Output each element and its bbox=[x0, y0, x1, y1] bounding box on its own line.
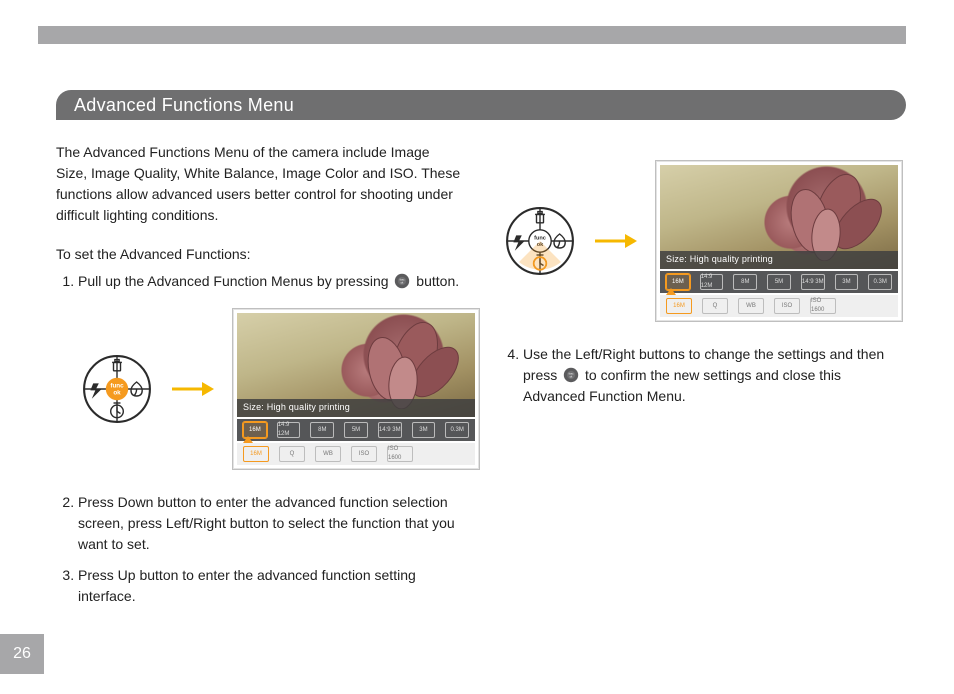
controller-dial-icon: func ok bbox=[505, 206, 575, 276]
header-bar bbox=[38, 26, 906, 44]
function-row: 16M Q WB ISO ISO 1600 bbox=[237, 443, 475, 465]
size-chip: 5M bbox=[344, 422, 368, 438]
size-chip: 3M bbox=[835, 274, 859, 290]
arrow-right-icon bbox=[593, 232, 637, 250]
size-chip: 0.3M bbox=[868, 274, 892, 290]
size-label-text: Size: High quality printing bbox=[243, 401, 350, 415]
steps-list-cont: Press Down button to enter the advanced … bbox=[56, 492, 461, 607]
func-chip: Q bbox=[702, 298, 728, 314]
func-ok-icon: funcok bbox=[394, 273, 410, 289]
right-column: func ok bbox=[501, 134, 906, 634]
size-chip: 14:9 3M bbox=[801, 274, 825, 290]
section-title: Advanced Functions Menu bbox=[74, 95, 294, 116]
steps-list: Pull up the Advanced Function Menus by p… bbox=[56, 271, 461, 292]
page-number-tab: 26 bbox=[0, 634, 44, 674]
steps-list-right: Use the Left/Right buttons to change the… bbox=[501, 344, 906, 407]
func-chip: ISO 1600 bbox=[810, 298, 836, 314]
function-row: 16M Q WB ISO ISO 1600 bbox=[660, 295, 898, 317]
camera-screen-2: Size: High quality printing 16M 14:9 12M… bbox=[655, 160, 903, 322]
step-1-text-a: Pull up the Advanced Function Menus by p… bbox=[78, 273, 392, 289]
func-chip: ISO bbox=[351, 446, 377, 462]
size-chip: 14:9 3M bbox=[378, 422, 402, 438]
size-options-row: 16M 14:9 12M 8M 5M 14:9 3M 3M 0.3M bbox=[660, 271, 898, 293]
func-chip: WB bbox=[315, 446, 341, 462]
page-number: 26 bbox=[13, 645, 31, 663]
step-3: Press Up button to enter the advanced fu… bbox=[78, 565, 461, 607]
size-chip: 8M bbox=[733, 274, 757, 290]
svg-text:func: func bbox=[110, 383, 124, 390]
camera-screen-1: Size: High quality printing 16M 14:9 12M… bbox=[232, 308, 480, 470]
steps-subhead: To set the Advanced Functions: bbox=[56, 244, 461, 265]
svg-text:ok: ok bbox=[113, 390, 121, 397]
size-label: Size: High quality printing bbox=[237, 399, 475, 417]
size-chip: 14:9 12M bbox=[277, 422, 301, 438]
left-column: The Advanced Functions Menu of the camer… bbox=[56, 134, 461, 634]
size-chip: 8M bbox=[310, 422, 334, 438]
manual-page: Advanced Functions Menu The Advanced Fun… bbox=[0, 0, 954, 694]
controller-dial-icon: func ok bbox=[82, 354, 152, 424]
func-chip: ISO 1600 bbox=[387, 446, 413, 462]
func-chip: Q bbox=[279, 446, 305, 462]
figure-step-1: func ok bbox=[82, 308, 461, 470]
func-ok-icon: funcok bbox=[563, 367, 579, 383]
step-4: Use the Left/Right buttons to change the… bbox=[523, 344, 906, 407]
svg-text:func: func bbox=[534, 236, 546, 242]
figure-step-4: func ok bbox=[505, 160, 906, 322]
func-chip: WB bbox=[738, 298, 764, 314]
step-2: Press Down button to enter the advanced … bbox=[78, 492, 461, 555]
size-options-row: 16M 14:9 12M 8M 5M 14:9 3M 3M 0.3M bbox=[237, 419, 475, 441]
func-chip: 16M bbox=[243, 446, 269, 462]
size-chip: 3M bbox=[412, 422, 436, 438]
size-chip: 14:9 12M bbox=[700, 274, 724, 290]
size-label-text: Size: High quality printing bbox=[666, 253, 773, 267]
func-chip: 16M bbox=[666, 298, 692, 314]
step-1: Pull up the Advanced Function Menus by p… bbox=[78, 271, 461, 292]
size-label: Size: High quality printing bbox=[660, 251, 898, 269]
intro-paragraph: The Advanced Functions Menu of the camer… bbox=[56, 142, 461, 226]
size-chip: 0.3M bbox=[445, 422, 469, 438]
selection-arrow-icon bbox=[243, 436, 253, 443]
step-1-text-b: button. bbox=[412, 273, 459, 289]
section-title-pill: Advanced Functions Menu bbox=[56, 90, 906, 120]
arrow-right-icon bbox=[170, 380, 214, 398]
content-columns: The Advanced Functions Menu of the camer… bbox=[56, 134, 906, 634]
selection-arrow-icon bbox=[666, 288, 676, 295]
func-chip: ISO bbox=[774, 298, 800, 314]
size-chip: 5M bbox=[767, 274, 791, 290]
